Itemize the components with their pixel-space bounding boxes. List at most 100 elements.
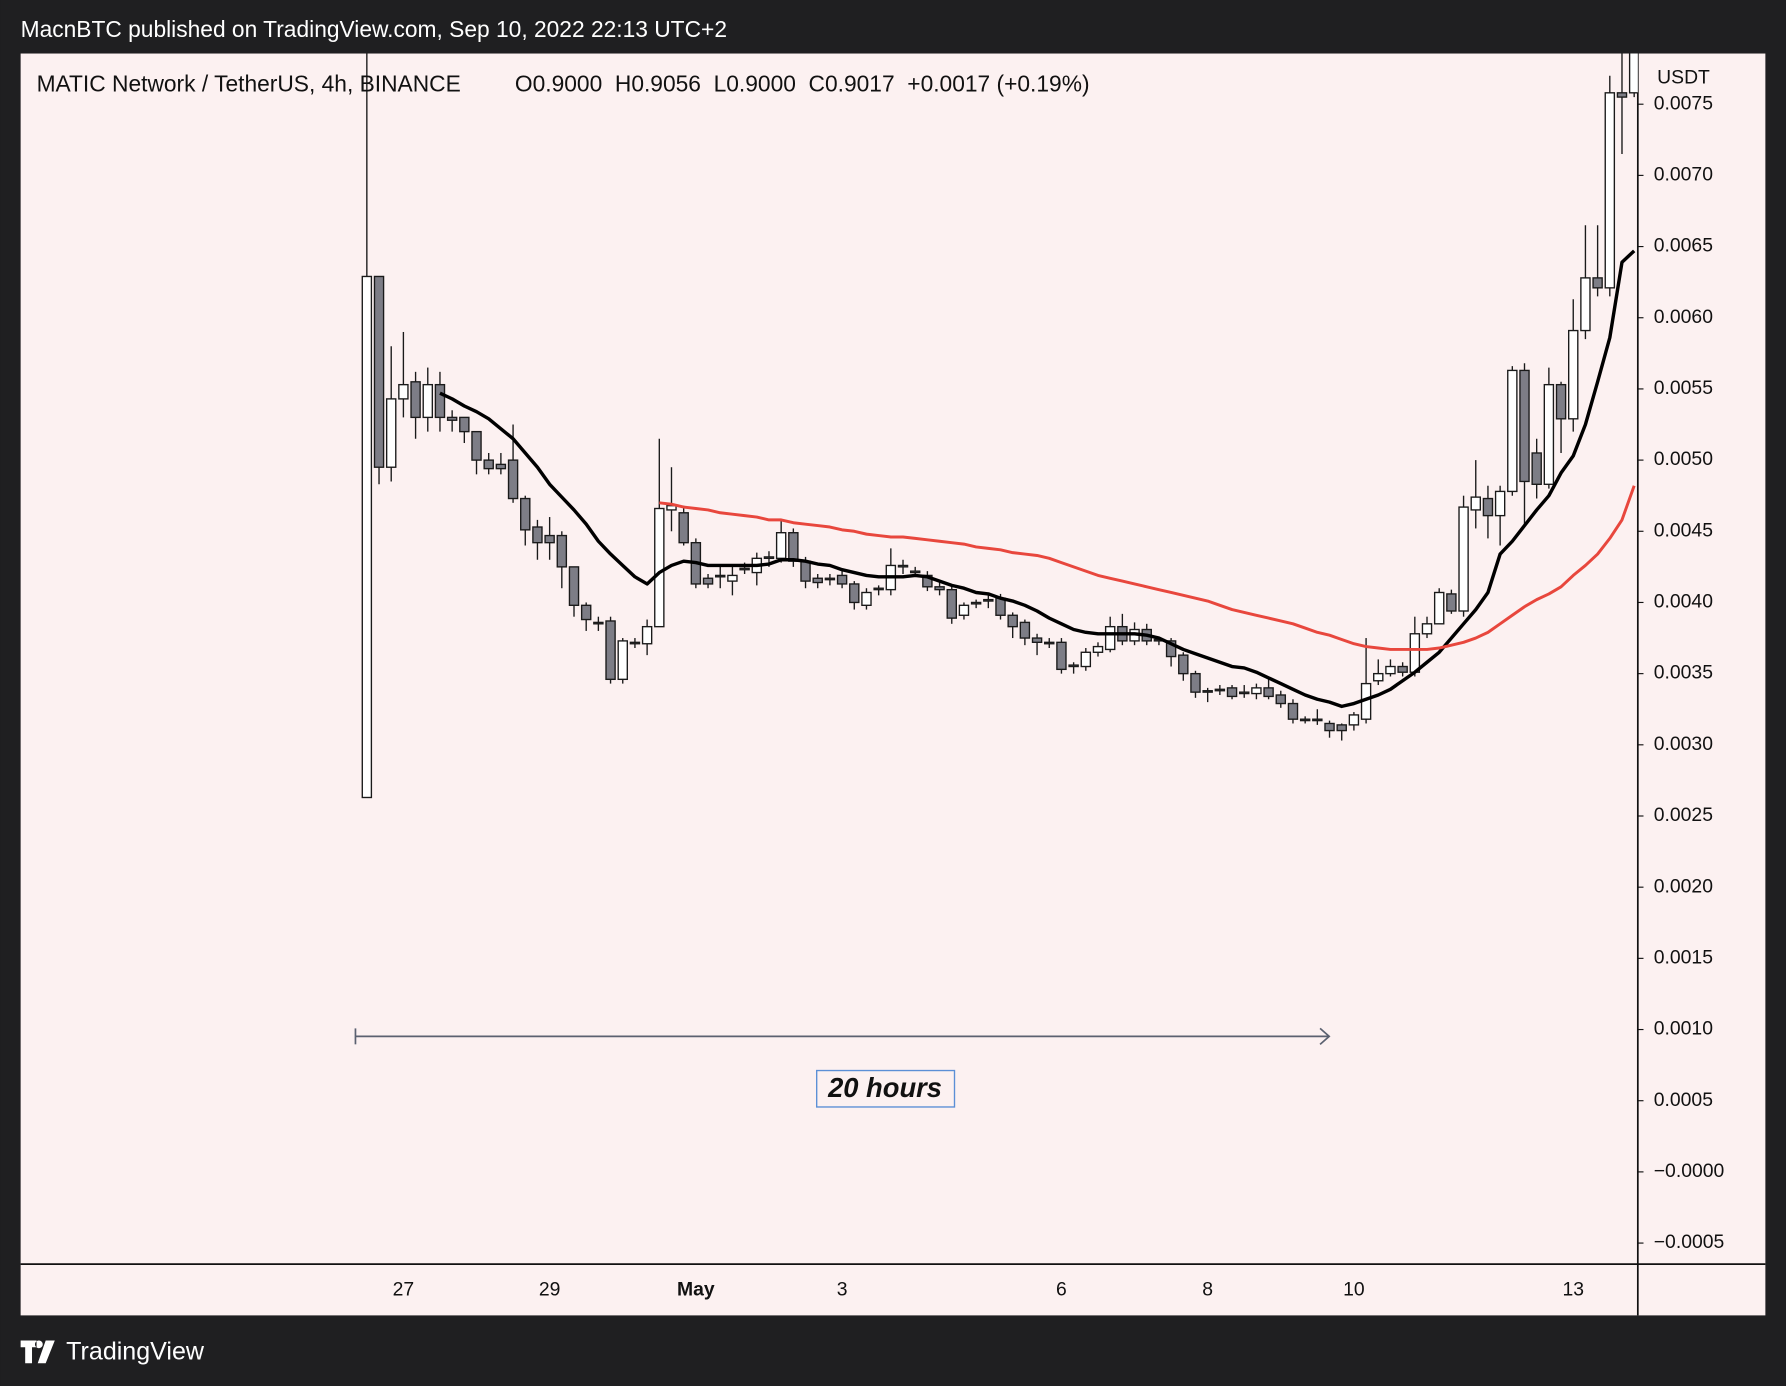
x-tick-label: 10 <box>1343 1278 1365 1300</box>
candle-body <box>1458 506 1469 612</box>
candle-body <box>1238 691 1250 695</box>
candle-body <box>1616 92 1628 98</box>
candle-body <box>1165 640 1177 658</box>
ohlc-legend: O0.9000 H0.9056 L0.9000 C0.9017 +0.0017 … <box>515 70 1090 96</box>
candle-body <box>605 620 616 681</box>
x-tick-label: 13 <box>1562 1278 1584 1300</box>
candle-body <box>544 534 555 544</box>
candle-body <box>1044 641 1055 645</box>
logo-mark <box>20 1340 55 1364</box>
ma-line <box>659 485 1636 651</box>
y-tick-label: 0.0070 <box>1654 163 1713 185</box>
candle-body <box>1031 637 1043 644</box>
y-tick-label: 0.0025 <box>1654 804 1713 826</box>
candle-body <box>1482 497 1494 517</box>
candle-body <box>946 588 958 619</box>
measure-annotation: 20 hours <box>354 1027 1331 1108</box>
publisher-line: MacnBTC published on TradingView.com, Se… <box>21 16 727 42</box>
y-axis-label: USDT <box>1657 67 1710 89</box>
candle-body <box>1507 369 1518 493</box>
candle-body <box>1007 614 1018 628</box>
candle-body <box>495 463 507 470</box>
candle-body <box>654 507 665 628</box>
y-tick-label: 0.0040 <box>1654 591 1713 613</box>
y-tick-label: 0.0050 <box>1654 448 1713 470</box>
candle-body <box>983 598 994 602</box>
candle-body <box>1568 329 1579 420</box>
candle-body <box>861 591 872 606</box>
candle-body <box>1592 277 1603 289</box>
candle-body <box>361 275 373 799</box>
y-tick-label: 0.0005 <box>1654 1089 1713 1111</box>
candle-body <box>568 566 580 606</box>
candle-body <box>1251 687 1262 695</box>
tv-logo <box>20 1340 55 1364</box>
candle-body <box>775 532 787 560</box>
candle-body <box>1397 665 1408 673</box>
candle-body <box>1421 623 1433 635</box>
y-tick-label: 0.0055 <box>1654 377 1713 399</box>
candle-body <box>1555 383 1567 420</box>
y-tick-label: 0.0035 <box>1654 662 1713 684</box>
candle-body <box>897 564 909 568</box>
candle-body <box>812 577 823 584</box>
candle-body <box>1470 496 1481 511</box>
candle-body <box>520 497 531 531</box>
y-tick-label: 0.0010 <box>1654 1018 1713 1040</box>
candle-body <box>410 381 421 419</box>
candle-body <box>483 459 494 470</box>
candle-body <box>763 556 775 560</box>
candle-body <box>507 459 519 500</box>
candle-body <box>958 604 970 616</box>
ma-line <box>439 249 1636 709</box>
candle-body <box>1409 633 1421 673</box>
candle-body <box>995 597 1006 616</box>
annotation-text: 20 hours <box>827 1072 942 1103</box>
x-tick-label: 29 <box>539 1278 561 1300</box>
y-tick-label: 0.0020 <box>1654 875 1713 897</box>
annotation-box <box>816 1069 956 1108</box>
candle-body <box>556 534 568 568</box>
candle-body <box>788 532 799 562</box>
candle-body <box>446 416 458 421</box>
y-tick-label: 0.0065 <box>1654 235 1713 257</box>
candle-body <box>1299 718 1311 722</box>
candle-body <box>641 625 653 645</box>
candle-body <box>1104 625 1116 651</box>
candle-body <box>1348 714 1360 726</box>
measure-arrow <box>1319 1027 1331 1045</box>
x-tick-label: 3 <box>837 1278 848 1300</box>
candle-body <box>1275 694 1287 705</box>
candle-body <box>629 641 641 645</box>
candle-body <box>1433 591 1445 625</box>
candle-body <box>1263 687 1274 698</box>
candle-body <box>1519 369 1530 483</box>
candle-body <box>1494 490 1506 517</box>
candle-body <box>800 560 811 582</box>
y-tick-label: −0.0000 <box>1654 1160 1725 1182</box>
candle-body <box>434 383 446 419</box>
y-tick-label: −0.0005 <box>1654 1231 1725 1253</box>
plot-area <box>361 53 1638 799</box>
chart-panel <box>20 53 1766 1316</box>
candle-body <box>1080 651 1092 668</box>
candle-body <box>471 430 482 461</box>
candle-body <box>580 604 592 621</box>
candle-body <box>1312 718 1323 722</box>
candle-body <box>398 383 409 400</box>
candle-body <box>934 586 945 591</box>
candle-body <box>1385 665 1396 675</box>
candle-body <box>739 567 750 571</box>
candle-body <box>849 583 860 604</box>
candle-body <box>532 526 543 544</box>
candle-body <box>593 621 604 625</box>
candle-body <box>1214 688 1226 692</box>
candle-body <box>702 577 714 585</box>
candle-body <box>1226 687 1238 698</box>
candle-body <box>373 275 385 468</box>
candle-body <box>1068 664 1079 668</box>
candle-body <box>385 398 397 468</box>
candle-body <box>1580 277 1591 332</box>
candle-body <box>1287 702 1299 720</box>
